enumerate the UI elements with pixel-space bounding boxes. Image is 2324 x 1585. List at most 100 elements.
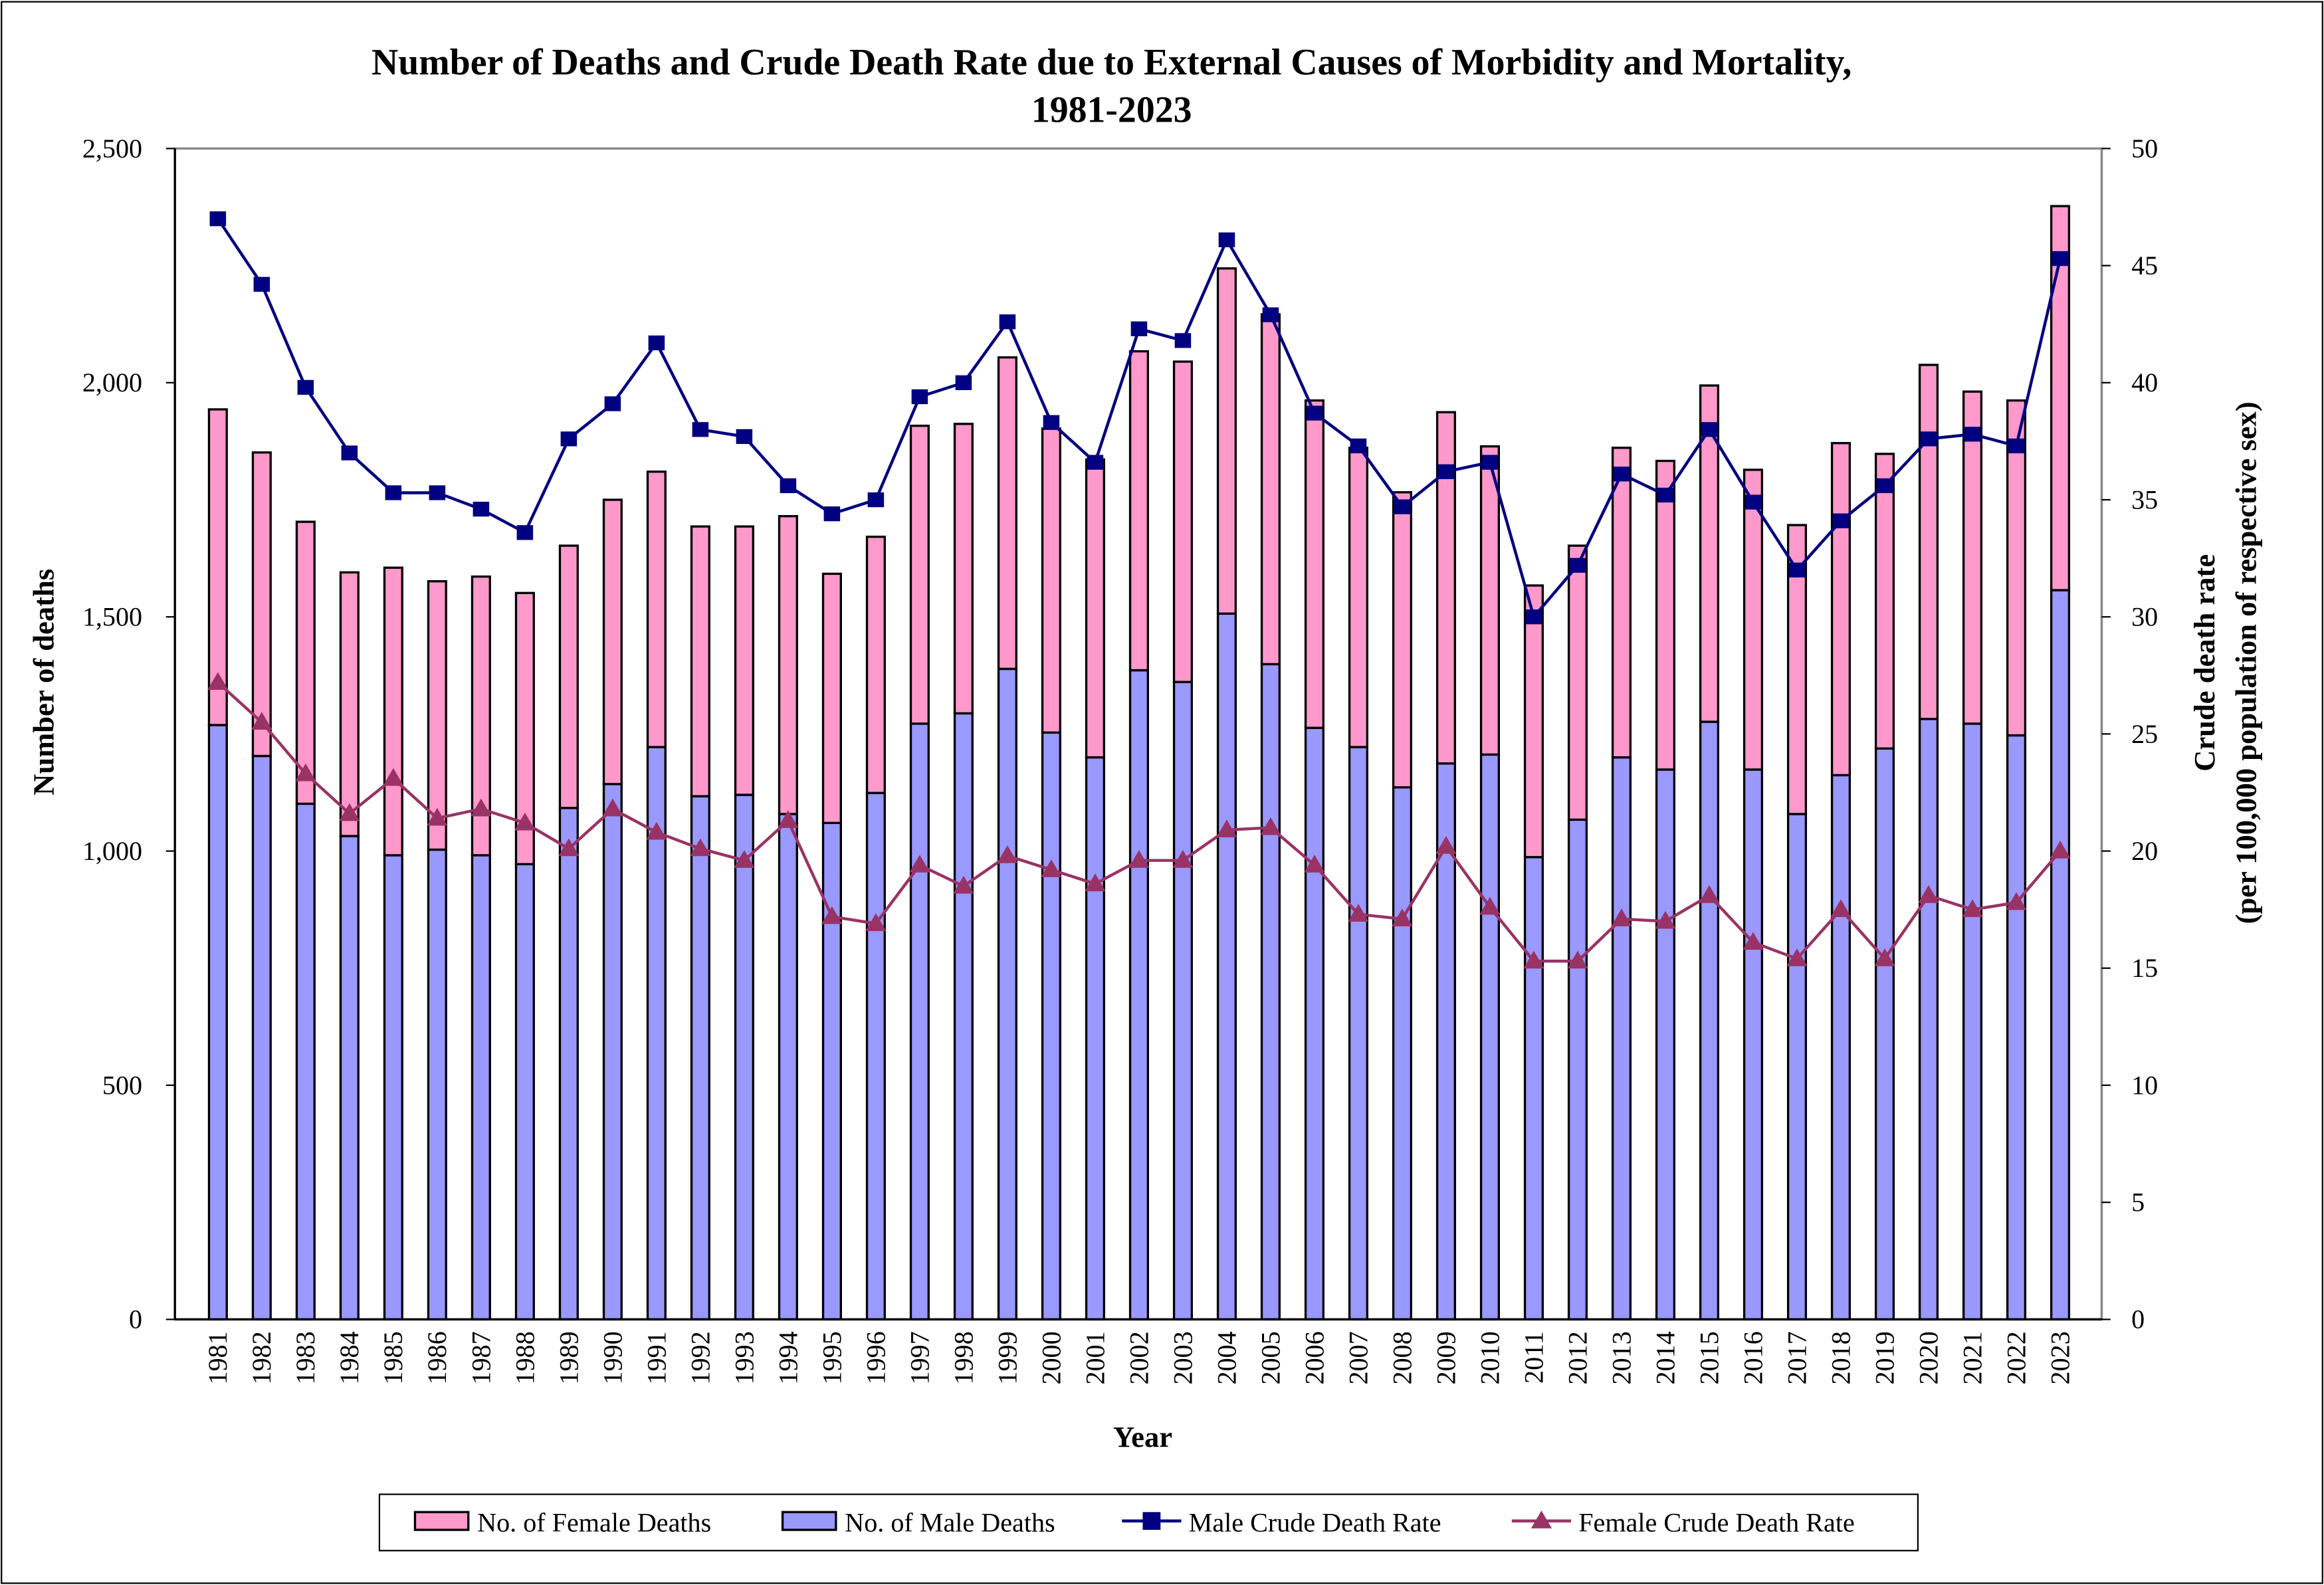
- bar-female-deaths: [207, 408, 228, 726]
- chart-title: Number of Deaths and Crude Death Rate du…: [371, 42, 1851, 83]
- point-male-rate: [1262, 307, 1279, 322]
- bar-female-deaths: [1041, 427, 1061, 734]
- point-female-rate: [471, 798, 492, 817]
- bar-male-deaths: [821, 821, 842, 1321]
- bar-male-deaths: [602, 783, 623, 1321]
- legend-label-female-rate: Female Crude Death Rate: [1578, 1507, 1855, 1537]
- bar-male-deaths: [953, 712, 974, 1321]
- y-tick-label: 0: [129, 1305, 142, 1334]
- point-female-rate: [602, 798, 623, 817]
- point-female-rate: [339, 803, 360, 821]
- bar-male-deaths: [514, 863, 535, 1321]
- x-tick-label: 1996: [861, 1331, 891, 1384]
- bar-male-deaths: [734, 793, 754, 1321]
- bar-male-deaths: [471, 854, 491, 1321]
- bar-male-deaths: [558, 807, 579, 1321]
- point-male-rate: [867, 492, 885, 508]
- bar-male-deaths: [1260, 663, 1281, 1321]
- y2-tick-label: 10: [2131, 1070, 2158, 1100]
- bar-female-deaths: [997, 356, 1017, 671]
- bar-male-deaths: [865, 792, 886, 1321]
- point-male-rate: [385, 485, 402, 500]
- y2-tick-label: 30: [2131, 602, 2158, 632]
- point-male-rate: [692, 422, 709, 437]
- bar-female-deaths: [1830, 442, 1851, 777]
- x-tick-label: 2001: [1080, 1331, 1110, 1384]
- bar-male-deaths: [1479, 753, 1501, 1321]
- bar-male-deaths: [909, 722, 930, 1321]
- y2-tick-label: 5: [2131, 1188, 2145, 1217]
- y2-tick-label: 15: [2131, 953, 2158, 983]
- y2-tick-label: 45: [2131, 251, 2158, 280]
- point-male-rate: [1087, 455, 1104, 470]
- x-tick-label: 2014: [1650, 1331, 1680, 1384]
- bar-female-deaths: [1743, 469, 1764, 771]
- bar-male-deaths: [251, 754, 272, 1321]
- point-male-rate: [1306, 405, 1323, 421]
- x-tick-label: 1981: [203, 1331, 233, 1384]
- x-tick-label: 1988: [510, 1331, 540, 1384]
- bar-male-deaths: [1743, 768, 1764, 1321]
- x-tick-label: 2012: [1562, 1331, 1592, 1384]
- point-male-rate: [1964, 427, 1981, 442]
- point-male-rate: [1525, 609, 1542, 625]
- bar-female-deaths: [1479, 445, 1501, 756]
- y-tick-label: 500: [102, 1070, 142, 1100]
- bar-male-deaths: [1085, 756, 1105, 1321]
- legend: No. of Female Deaths No. of Male Deaths …: [378, 1493, 1919, 1552]
- x-tick-label: 1995: [817, 1331, 847, 1384]
- point-male-rate: [297, 379, 314, 395]
- bar-female-deaths: [602, 498, 623, 786]
- point-male-rate: [1218, 232, 1235, 248]
- point-male-rate: [1394, 499, 1411, 514]
- point-female-rate: [646, 821, 667, 840]
- point-male-rate: [2008, 438, 2025, 454]
- bar-male-deaths: [1348, 746, 1369, 1321]
- x-tick-label: 2022: [2001, 1331, 2031, 1384]
- point-male-rate: [1130, 321, 1148, 336]
- x-tick-label: 2002: [1124, 1331, 1154, 1384]
- x-tick-label: 1986: [422, 1331, 452, 1384]
- legend-label-female-deaths: No. of Female Deaths: [477, 1507, 711, 1537]
- x-tick-label: 2006: [1299, 1331, 1329, 1384]
- point-female-rate: [2006, 892, 2027, 910]
- y-tick-label: 2,000: [82, 368, 142, 397]
- bar-male-deaths: [1172, 681, 1193, 1321]
- point-female-rate: [1567, 950, 1588, 969]
- bar-female-deaths: [690, 525, 710, 797]
- point-male-rate: [1744, 494, 1762, 510]
- point-female-rate: [1874, 948, 1895, 966]
- y-tick-label: 2,500: [82, 134, 142, 163]
- point-male-rate: [736, 429, 753, 445]
- x-tick-label: 2021: [1957, 1331, 1987, 1384]
- point-female-rate: [1172, 850, 1194, 868]
- y2-tick-label: 35: [2131, 484, 2158, 514]
- bar-female-deaths: [427, 580, 447, 851]
- bar-female-deaths: [778, 515, 798, 815]
- point-female-rate: [1392, 908, 1413, 926]
- bar-male-deaths: [1918, 718, 1939, 1321]
- point-female-rate: [1786, 948, 1808, 966]
- x-tick-label: 1985: [378, 1331, 408, 1384]
- point-female-rate: [778, 810, 799, 828]
- x-tick-label: 2020: [1913, 1331, 1943, 1384]
- x-tick-label: 1994: [773, 1331, 803, 1384]
- x-tick-label: 2019: [1869, 1331, 1899, 1384]
- x-tick-label: 2000: [1036, 1331, 1066, 1384]
- bar-male-deaths: [427, 848, 447, 1321]
- bar-male-deaths: [1655, 768, 1676, 1321]
- bar-male-deaths: [1041, 731, 1061, 1321]
- x-tick-label: 2013: [1606, 1331, 1636, 1384]
- point-female-rate: [1523, 950, 1544, 969]
- bar-female-deaths: [558, 544, 579, 809]
- bar-male-deaths: [1611, 756, 1632, 1321]
- point-male-rate: [955, 375, 972, 390]
- bar-female-deaths: [1962, 390, 1983, 725]
- x-tick-label: 2018: [1826, 1331, 1855, 1384]
- bar-male-deaths: [778, 813, 798, 1321]
- point-male-rate: [473, 501, 490, 517]
- bar-female-deaths: [1392, 491, 1413, 789]
- point-male-rate: [1920, 431, 1937, 447]
- point-male-rate: [341, 445, 358, 461]
- point-male-rate: [604, 396, 621, 411]
